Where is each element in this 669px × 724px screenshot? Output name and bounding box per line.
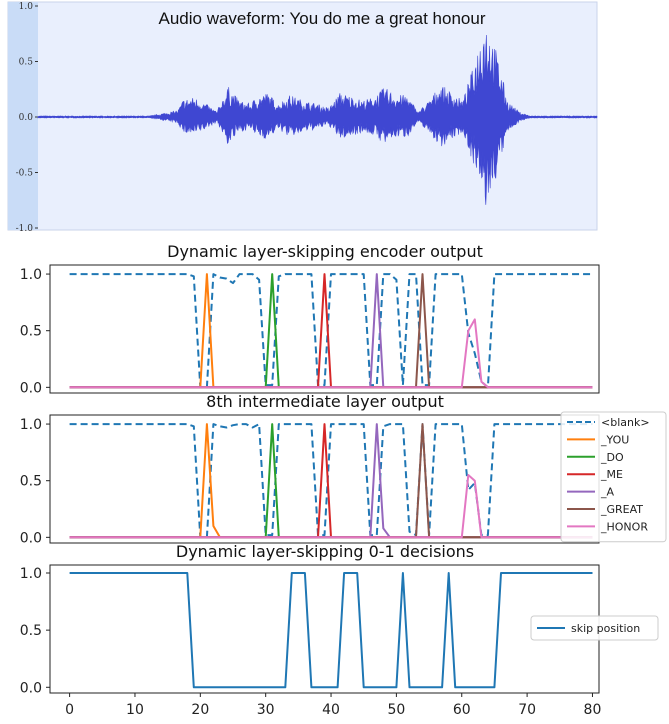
series-line-do (69, 273, 593, 389)
series-line-a (69, 273, 593, 389)
plot-frame (49, 264, 600, 394)
x-tick-label: 50 (387, 702, 405, 718)
y-tick-label: 0.5 (20, 623, 42, 639)
series-line-skip (69, 572, 593, 689)
x-tick-label: 40 (322, 702, 340, 718)
y-tick-label: 1.0 (20, 417, 42, 433)
intermediate-output-title: 8th intermediate layer output (206, 392, 444, 411)
encoder-output-title: Dynamic layer-skipping encoder output (167, 242, 483, 261)
y-tick-label: 0.5 (20, 474, 42, 490)
waveform-y-tick-label: -1.0 (16, 224, 34, 234)
plot-frame (49, 564, 600, 694)
skip-decisions-panel: Dynamic layer-skipping 0-1 decisions 0.0… (20, 542, 602, 718)
series-line-blank (69, 423, 593, 539)
x-tick-label: 60 (453, 702, 471, 718)
series-line-me (69, 273, 593, 389)
series-line-great (69, 273, 593, 389)
x-tick-label: 30 (257, 702, 275, 718)
y-tick-label: 0.5 (20, 324, 42, 340)
intermediate-output-plot: 0.0 0.5 1.0 (20, 414, 600, 546)
x-tick-label: 20 (191, 702, 209, 718)
legend-label-a: _A (600, 486, 615, 499)
series-line-you (69, 423, 593, 539)
y-tick-label: 1.0 (20, 566, 42, 582)
token-legend: <blank> _YOU _DO _ME _A _GREAT _HONOR (560, 411, 667, 543)
series-line-blank (69, 273, 593, 389)
intermediate-output-panel: 8th intermediate layer output 0.0 0.5 1.0 (20, 392, 600, 546)
waveform-yaxis-strip (8, 2, 38, 230)
legend-label-great: _GREAT (600, 503, 643, 516)
x-tick-label: 0 (65, 702, 74, 718)
skip-legend: skip position (530, 615, 659, 641)
x-tick-label: 70 (518, 702, 536, 718)
legend-label-blank: <blank> (601, 416, 650, 429)
series-line-do (69, 423, 593, 539)
legend-label-me: _ME (600, 468, 623, 481)
legend-label-you: _YOU (600, 433, 629, 446)
waveform-y-ticks: 1.0 0.5 0.0 -0.5 -1.0 (16, 2, 38, 234)
series-line-you (69, 273, 593, 389)
waveform-title: Audio waveform: You do me a great honour (159, 9, 486, 28)
y-tick-label: 1.0 (20, 267, 42, 283)
waveform-y-tick-label: 0.5 (19, 58, 34, 68)
legend-label-honor: _HONOR (600, 520, 648, 533)
waveform-y-tick-label: 0.0 (19, 113, 34, 123)
encoder-output-plot: 0.0 0.5 1.0 (20, 264, 600, 396)
series-line-honor (69, 474, 593, 539)
y-tick-label: 0.0 (20, 530, 42, 546)
series-line-great (69, 423, 593, 539)
x-tick-label: 80 (584, 702, 602, 718)
encoder-output-panel: Dynamic layer-skipping encoder output 0.… (20, 242, 600, 396)
legend-box (530, 615, 659, 641)
series-line-a (69, 423, 593, 539)
legend-label-do: _DO (600, 451, 624, 464)
series-line-me (69, 423, 593, 539)
legend-label-skip: skip position (571, 622, 640, 635)
series-line-honor (69, 318, 593, 389)
waveform-y-tick-label: 1.0 (19, 2, 34, 12)
waveform-panel: 1.0 0.5 0.0 -0.5 -1.0 Audio waveform: You do… (7, 1, 598, 234)
y-tick-label: 0.0 (20, 680, 42, 696)
waveform-y-tick-label: -0.5 (16, 169, 34, 179)
x-tick-label: 10 (126, 702, 144, 718)
skip-decisions-title: Dynamic layer-skipping 0-1 decisions (176, 542, 474, 561)
skip-decisions-plot: 0.0 0.5 1.0 0 10 20 30 40 50 60 70 80 (20, 564, 602, 718)
waveform-signal (37, 34, 598, 205)
y-tick-label: 0.0 (20, 380, 42, 396)
